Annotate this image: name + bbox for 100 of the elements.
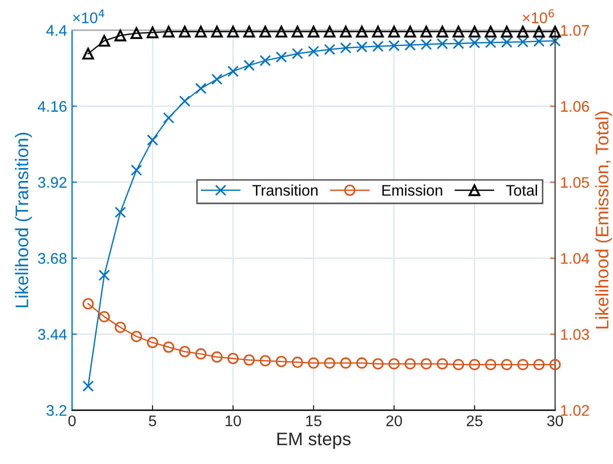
point	[404, 358, 416, 370]
point	[388, 358, 400, 370]
point	[162, 26, 174, 38]
point	[146, 134, 158, 146]
y-tick-label: 3.68	[38, 253, 67, 264]
point	[533, 26, 545, 38]
point	[436, 38, 448, 50]
point	[549, 358, 561, 370]
point	[195, 348, 206, 360]
point	[276, 26, 288, 38]
point	[292, 26, 304, 38]
point	[292, 48, 304, 60]
point	[468, 358, 480, 370]
point	[114, 206, 126, 218]
point	[276, 51, 287, 63]
point	[195, 82, 206, 94]
point	[420, 358, 432, 370]
point	[452, 26, 464, 38]
point	[163, 341, 174, 353]
point	[388, 26, 400, 38]
point	[452, 358, 464, 370]
point	[211, 351, 223, 363]
point	[420, 26, 432, 38]
point	[436, 358, 448, 370]
point	[340, 26, 352, 38]
point	[356, 26, 368, 38]
x-tick-label: 15	[306, 416, 322, 426]
y-tick-label: 3.44	[38, 329, 67, 340]
point	[452, 38, 464, 50]
point	[146, 26, 158, 38]
point	[276, 356, 287, 368]
y-tick-label: 3.92	[38, 177, 66, 188]
point	[517, 26, 529, 38]
point	[420, 38, 432, 50]
point	[308, 26, 320, 38]
point	[82, 298, 94, 310]
point	[178, 26, 191, 38]
legend-label: Transition	[252, 184, 318, 196]
point	[292, 356, 304, 368]
point	[324, 26, 336, 38]
point	[163, 112, 174, 124]
legend-label: Emission	[382, 184, 442, 196]
point	[501, 358, 512, 370]
point	[549, 26, 561, 38]
x-axis-title: EM steps	[277, 432, 351, 449]
point	[372, 26, 384, 38]
y2-tick-label: 1.06	[561, 101, 589, 112]
point	[179, 95, 190, 107]
point	[114, 322, 126, 333]
y2-tick-label: 1.02	[561, 405, 589, 416]
point	[468, 26, 480, 38]
point	[179, 346, 190, 358]
point	[484, 26, 496, 38]
x-tick-label: 0	[68, 415, 76, 426]
y2-tick-label: 1.03	[561, 329, 589, 340]
y-axis-title: Likelihood (Transition)	[15, 132, 32, 308]
point	[211, 26, 223, 38]
x-tick-label: 20	[386, 415, 402, 426]
x-tick-label: 25	[466, 415, 482, 426]
point	[98, 270, 110, 281]
point	[146, 336, 158, 348]
point	[404, 39, 416, 51]
point	[356, 41, 368, 53]
point	[259, 26, 272, 38]
point	[195, 26, 207, 38]
point	[356, 357, 368, 369]
x-tick-label: 5	[148, 416, 156, 426]
point	[340, 357, 352, 369]
x-tick-label: 10	[226, 415, 241, 426]
text: ×10$^{6}$	[522, 9, 554, 24]
y2-tick-label: 1.04	[561, 253, 590, 264]
point	[308, 357, 320, 369]
point	[244, 60, 255, 71]
point	[485, 358, 496, 370]
point	[244, 354, 255, 366]
legend-label: Total	[506, 184, 537, 196]
y-tick-label: 4.4	[46, 25, 67, 36]
y2-axis-title: Likelihood (Emission, Total)	[595, 112, 612, 328]
point	[114, 30, 126, 42]
point	[324, 357, 336, 369]
y-tick-label: 3.2	[46, 405, 66, 416]
point	[324, 44, 336, 56]
point	[243, 26, 255, 38]
point	[227, 352, 239, 364]
point	[517, 358, 528, 370]
point	[211, 74, 223, 85]
point	[517, 36, 528, 48]
point	[260, 355, 271, 366]
point	[388, 40, 400, 52]
point	[130, 330, 142, 342]
point	[533, 358, 545, 370]
y-tick-label: 4.16	[38, 101, 66, 112]
text: ×10$^{4}$	[73, 9, 104, 24]
point	[260, 54, 271, 66]
point	[436, 26, 448, 38]
point	[82, 48, 94, 60]
point	[130, 164, 142, 176]
point	[501, 36, 512, 48]
point	[98, 34, 110, 47]
point	[82, 380, 94, 392]
